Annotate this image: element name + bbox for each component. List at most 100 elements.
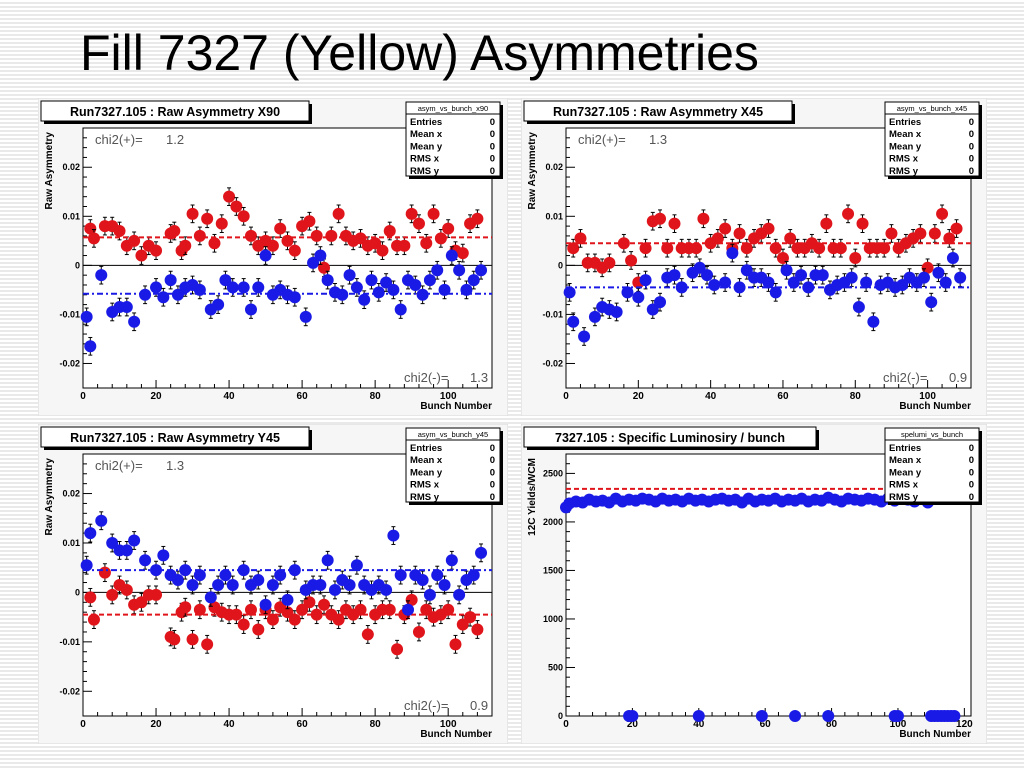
data-point — [266, 579, 279, 591]
data-point — [244, 303, 257, 316]
data-point — [412, 217, 425, 230]
data-point — [856, 217, 869, 230]
data-point — [325, 229, 338, 242]
x-tick-label: 60 — [760, 719, 772, 730]
data-point — [697, 212, 710, 225]
stats-row-value: 0 — [490, 480, 495, 491]
data-point — [87, 613, 100, 626]
data-point — [932, 266, 945, 279]
data-point — [299, 310, 312, 323]
x-tick-label: 0 — [80, 391, 86, 402]
data-point — [179, 601, 192, 614]
data-point — [343, 269, 356, 282]
data-point — [186, 207, 199, 220]
stats-row-label: Mean y — [889, 141, 922, 152]
data-point — [332, 207, 345, 220]
stats-row-value: 0 — [969, 467, 974, 478]
data-point — [343, 579, 356, 591]
chi2-plus-value: 1.3 — [649, 132, 667, 147]
data-point — [943, 232, 956, 245]
stats-row-label: Entries — [889, 117, 921, 128]
data-point — [578, 330, 591, 343]
data-point — [186, 633, 199, 646]
stats-row-label: RMS x — [889, 480, 919, 491]
stats-row-label: Mean x — [410, 455, 443, 466]
title-box — [523, 100, 793, 122]
chi2-plus-value: 1.3 — [166, 458, 184, 473]
chart-svg: 0 20 40 60 80 100 -0.02 -0.01 0 0.01 0.02 Bunch Num… — [38, 424, 508, 744]
data-point — [588, 310, 601, 323]
stats-row-label: Mean y — [889, 467, 922, 478]
data-point — [336, 288, 349, 301]
data-point — [467, 274, 480, 287]
data-point — [237, 210, 250, 223]
data-point — [387, 529, 400, 542]
data-point — [281, 593, 294, 606]
chart-svg: 0 20 40 60 80 100 120 0 500 1000 1500 2000 2500 Bunch… — [521, 424, 987, 744]
y-tick-label: 0.02 — [545, 162, 563, 172]
data-point — [98, 566, 111, 579]
stats-row-value: 0 — [490, 492, 495, 503]
data-point — [402, 603, 415, 616]
data-point — [361, 628, 374, 641]
data-point — [237, 564, 250, 577]
series-blue — [560, 490, 961, 722]
data-point — [921, 261, 934, 274]
x-tick-label: 0 — [563, 719, 569, 730]
data-point — [106, 536, 119, 549]
stats-row-label: Mean x — [410, 129, 443, 140]
title-box — [523, 426, 817, 448]
data-point — [939, 276, 952, 289]
x-tick-label: 60 — [297, 719, 309, 730]
stats-row-value: 0 — [490, 129, 495, 140]
x-tick-label: 0 — [80, 719, 86, 730]
x-axis-label: Bunch Number — [420, 401, 492, 412]
y-axis-label: Raw Asymmetry — [44, 458, 55, 536]
stats-row-value: 0 — [969, 443, 974, 454]
data-point — [237, 618, 250, 631]
data-point — [914, 227, 927, 240]
data-point — [84, 222, 97, 235]
data-point — [186, 579, 199, 591]
data-point — [168, 225, 181, 238]
data-point — [157, 291, 170, 304]
data-point — [80, 559, 93, 572]
stats-row-value: 0 — [490, 117, 495, 128]
data-point — [453, 588, 466, 601]
data-point — [733, 227, 746, 240]
x-tick-label: 80 — [826, 719, 838, 730]
chart-panel-luminosity: 0 20 40 60 80 100 120 0 500 1000 1500 2000 2500 Bunch… — [521, 424, 987, 744]
data-point — [668, 269, 681, 282]
data-point — [621, 286, 634, 299]
data-point — [409, 278, 422, 291]
data-point — [574, 232, 587, 245]
data-point — [431, 569, 444, 582]
data-point — [467, 569, 480, 582]
data-point — [789, 710, 802, 722]
chi2-minus-value: 0.9 — [949, 370, 967, 385]
data-point — [822, 710, 835, 722]
data-point — [135, 249, 148, 262]
chart-title: 7327.105 : Specific Luminosiry / bunch — [555, 431, 785, 445]
y-tick-label: -0.01 — [59, 637, 80, 647]
data-point — [719, 222, 732, 235]
y-axis-label: Raw Asymmetry — [527, 132, 538, 210]
x-tick-label: 40 — [224, 719, 236, 730]
x-tick-label: 100 — [440, 719, 457, 730]
data-point — [936, 207, 949, 220]
data-point — [179, 239, 192, 252]
data-point — [394, 569, 407, 582]
data-point — [434, 232, 447, 245]
data-point — [708, 278, 721, 291]
y-tick-label: 1500 — [543, 565, 563, 575]
data-point — [380, 583, 393, 596]
data-point — [80, 310, 93, 323]
data-point — [314, 249, 327, 262]
data-point — [95, 514, 108, 527]
data-point — [128, 534, 141, 547]
data-point — [193, 569, 206, 582]
x-tick-label: 20 — [150, 391, 162, 402]
title-box — [40, 426, 310, 448]
data-point — [784, 232, 797, 245]
data-point — [139, 554, 152, 567]
